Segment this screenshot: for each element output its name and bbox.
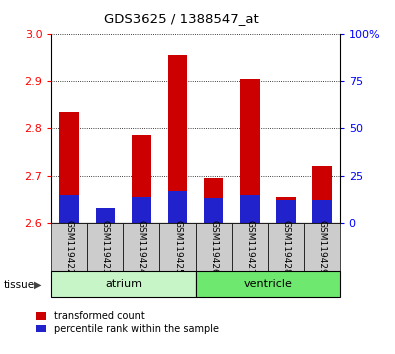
Bar: [204, 178, 224, 223]
Text: GSM119422: GSM119422: [65, 219, 74, 274]
Bar: [231, 223, 267, 271]
Bar: [87, 223, 123, 271]
Bar: [60, 112, 79, 223]
Bar: [312, 200, 331, 223]
Bar: [96, 208, 115, 223]
Text: ventricle: ventricle: [243, 279, 292, 289]
Text: GSM119429: GSM119429: [317, 219, 326, 274]
Bar: [204, 198, 224, 223]
Bar: [96, 216, 115, 223]
Text: GDS3625 / 1388547_at: GDS3625 / 1388547_at: [104, 12, 259, 25]
Bar: [196, 271, 340, 297]
Bar: [267, 223, 304, 271]
Text: atrium: atrium: [105, 279, 142, 289]
Bar: [240, 79, 260, 223]
Bar: [167, 55, 187, 223]
Bar: [132, 196, 151, 223]
Bar: [160, 223, 196, 271]
Text: ▶: ▶: [34, 280, 41, 290]
Text: GSM119425: GSM119425: [173, 219, 182, 274]
Bar: [240, 195, 260, 223]
Bar: [304, 223, 340, 271]
Legend: transformed count, percentile rank within the sample: transformed count, percentile rank withi…: [36, 311, 219, 334]
Text: GSM119423: GSM119423: [101, 219, 110, 274]
Bar: [60, 195, 79, 223]
Text: GSM119428: GSM119428: [281, 219, 290, 274]
Bar: [276, 197, 295, 223]
Bar: [196, 223, 231, 271]
Text: GSM119427: GSM119427: [245, 219, 254, 274]
Bar: [276, 200, 295, 223]
Bar: [132, 136, 151, 223]
Text: tissue: tissue: [4, 280, 35, 290]
Bar: [123, 223, 160, 271]
Bar: [167, 191, 187, 223]
Text: GSM119424: GSM119424: [137, 219, 146, 274]
Bar: [51, 271, 196, 297]
Text: GSM119426: GSM119426: [209, 219, 218, 274]
Bar: [51, 223, 87, 271]
Bar: [312, 166, 331, 223]
